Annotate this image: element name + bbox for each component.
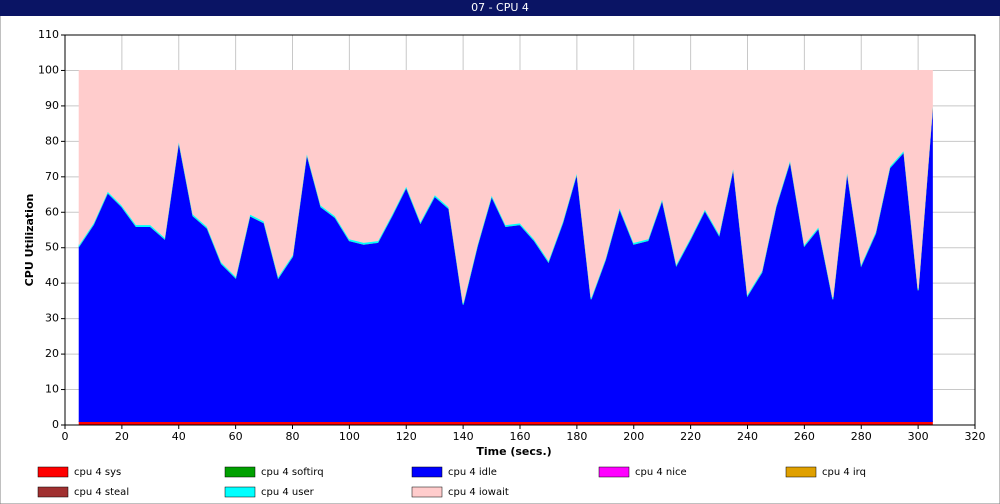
legend-label: cpu 4 sys <box>74 467 121 478</box>
plot-border <box>64 34 976 426</box>
x-tick-label: 100 <box>339 430 360 443</box>
legend-label: cpu 4 user <box>261 487 315 498</box>
x-tick-label: 220 <box>680 430 701 443</box>
y-tick-label: 110 <box>38 28 59 41</box>
x-tick-label: 260 <box>794 430 815 443</box>
x-tick-label: 320 <box>965 430 986 443</box>
area-cpu-4-sys <box>78 420 933 426</box>
x-tick-label: 120 <box>396 430 417 443</box>
x-tick-label: 20 <box>115 430 129 443</box>
legend-swatch <box>224 486 256 498</box>
x-tick-label: 200 <box>623 430 644 443</box>
legend-swatch <box>411 466 443 478</box>
x-tick-label: 0 <box>62 430 69 443</box>
legend-label: cpu 4 steal <box>74 487 129 498</box>
area-cpu-4-iowait <box>78 69 933 303</box>
legend-swatch <box>411 486 443 498</box>
x-axis-label: Time (secs.) <box>476 445 551 458</box>
y-tick-label: 0 <box>52 418 59 431</box>
x-tick-label: 280 <box>851 430 872 443</box>
y-tick-label: 20 <box>45 347 59 360</box>
x-tick-label: 180 <box>566 430 587 443</box>
y-axis-label: CPU Utilization <box>23 194 36 287</box>
y-tick-label: 50 <box>45 241 59 254</box>
x-tick-label: 80 <box>286 430 300 443</box>
legend-swatch <box>37 486 69 498</box>
legend-label: cpu 4 softirq <box>261 467 324 478</box>
y-tick-label: 60 <box>45 205 59 218</box>
title-bar <box>0 0 1000 16</box>
y-tick-label: 90 <box>45 99 59 112</box>
legend-swatch <box>37 466 69 478</box>
legend: cpu 4 sys cpu 4 softirq cpu 4 idle cpu 4 ni… <box>37 466 866 498</box>
legend-label: cpu 4 idle <box>448 467 497 478</box>
legend-label: cpu 4 irq <box>822 467 866 478</box>
legend-label: cpu 4 nice <box>635 467 687 478</box>
x-tick-label: 160 <box>510 430 531 443</box>
y-tick-label: 30 <box>45 312 59 325</box>
y-tick-label: 100 <box>38 63 59 76</box>
x-tick-label: 60 <box>229 430 243 443</box>
legend-swatch <box>785 466 817 478</box>
areas <box>78 69 933 426</box>
x-tick-label: 140 <box>453 430 474 443</box>
y-tick-label: 10 <box>45 383 59 396</box>
legend-label: cpu 4 iowait <box>448 487 509 498</box>
y-tick-label: 40 <box>45 276 59 289</box>
x-tick-label: 300 <box>908 430 929 443</box>
y-tick-label: 80 <box>45 134 59 147</box>
legend-swatch <box>224 466 256 478</box>
chart-title: 07 - CPU 4 <box>471 1 529 14</box>
y-tick-label: 70 <box>45 170 59 183</box>
legend-swatch <box>598 466 630 478</box>
x-tick-label: 240 <box>737 430 758 443</box>
x-tick-label: 40 <box>172 430 186 443</box>
